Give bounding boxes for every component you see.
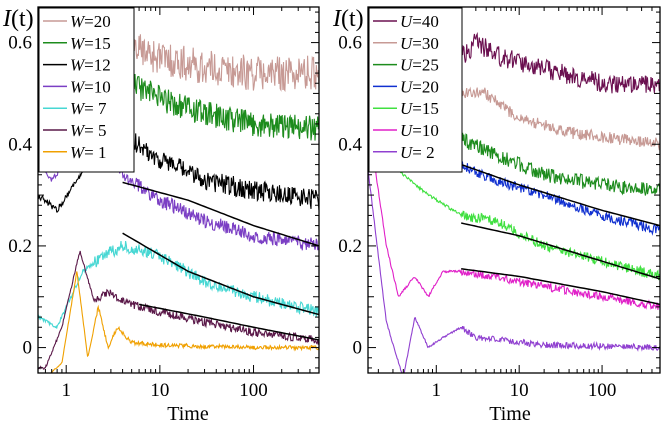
left-legend-label: W= 5 [70,121,107,140]
right-ytick-label: 0.2 [338,236,362,257]
left-series-4-line [38,241,319,329]
left-series-5-line [38,250,319,370]
right-series-5-line [368,118,660,310]
left-ytick-label: 0.4 [8,134,32,155]
left-legend-box [38,7,135,173]
right-fit-1-line [461,222,660,280]
right-plot-frame [367,6,661,374]
right-legend-label: U=30 [400,34,439,53]
left-legend-label: W=15 [70,34,111,53]
right-xtick-label: 1 [432,380,442,401]
left-xtick-label: 1 [61,380,71,401]
right-xtick-label: 10 [510,380,529,401]
right-legend-label: U=20 [400,77,439,96]
left-fits [122,181,319,341]
left-xtick-label: 100 [239,380,268,401]
right-fit-0-line [460,163,660,227]
right-fits [460,163,660,306]
left-xtick-label: 10 [150,380,169,401]
right-ylabel: I(t) [332,6,364,32]
right-legend-label: U=25 [400,56,439,75]
left-legend-label: W= 1 [70,143,107,162]
right-legend-label: U=40 [400,12,439,31]
right-fit-2-line [461,268,660,306]
left-series-6-line [49,271,319,373]
right-legend: U=40 U=30 U=25 U=20 U=15 U=10 U= 2 [368,7,463,173]
left-fit-1-line [122,232,319,316]
right-legend-label: U= 2 [400,143,435,162]
right-series-4-line [368,141,660,281]
left-legend-label: W= 7 [70,99,107,118]
left-ylabel: I(t) [2,6,34,32]
left-ytick-label: 0.6 [8,33,32,54]
left-fit-0-line [122,181,319,247]
right-legend-label: U=10 [400,121,439,140]
right-ytick-label: 0.6 [338,33,362,54]
left-ytick-label: 0 [23,338,33,359]
left-ylabel-arg: (t) [11,6,34,32]
left-legend-label: W=20 [70,12,111,31]
left-legend-label: W=12 [70,56,111,75]
right-legend-label: U=15 [400,99,439,118]
right-xtick-label: 100 [588,380,617,401]
left-fit-2-line [138,303,319,341]
right-legend-box [368,7,463,173]
right-ylabel-arg: (t) [341,6,364,32]
left-ylabel-var: I [2,6,12,32]
left-plot-frame [37,6,320,374]
left-ytick-label: 0.2 [8,236,32,257]
left-ticks: 1 10 100 0 0.2 0.4 0.6 [8,7,320,401]
right-ytick-label: 0 [353,338,363,359]
right-series-6-line [368,169,660,373]
right-xlabel: Time [489,403,531,425]
left-xlabel: Time [167,403,209,425]
right-ytick-label: 0.4 [338,134,362,155]
right-ylabel-var: I [332,6,342,32]
left-legend: W=20 W=15 W=12 W=10 W= 7 W= 5 W= 1 [38,7,135,173]
left-legend-label: W=10 [70,77,111,96]
